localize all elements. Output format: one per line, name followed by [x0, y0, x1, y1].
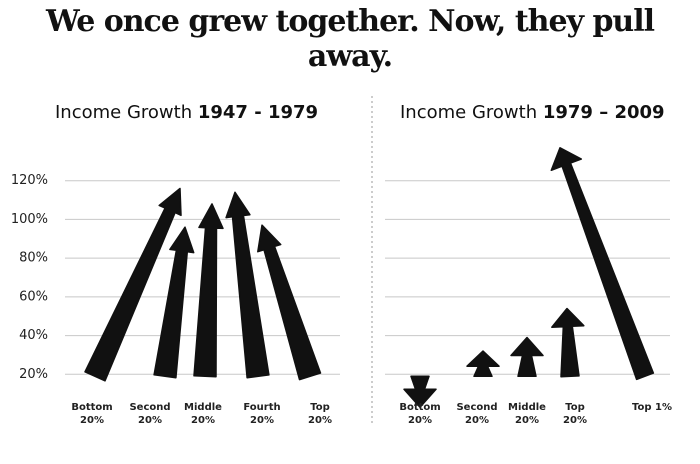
x-tick-label: Fourth 20%: [243, 402, 281, 426]
arrow: [153, 226, 195, 379]
arrow: [193, 203, 224, 378]
x-tick-label: Middle 20%: [184, 402, 222, 426]
panel-period: 1947 - 1979: [198, 102, 318, 123]
x-tick-label: Second 20%: [456, 402, 498, 426]
arrow: [510, 336, 544, 378]
x-tick-label: Top 20%: [563, 402, 587, 426]
panel-title-text: Income Growth: [400, 102, 537, 123]
y-tick-label: 20%: [19, 367, 48, 382]
arrow: [257, 224, 322, 381]
x-tick-label: Second 20%: [129, 402, 171, 426]
x-tick-label: Top 1%: [632, 402, 672, 413]
arrow: [551, 307, 585, 378]
arrow: [84, 187, 182, 382]
arrow: [403, 375, 437, 408]
y-tick-label: 80%: [19, 251, 48, 266]
panel-title: Income Growth 1979 – 2009: [400, 102, 665, 123]
x-tick-label: Bottom 20%: [399, 402, 441, 426]
y-tick-label: 60%: [19, 289, 48, 304]
x-tick-label: Top 20%: [308, 402, 332, 426]
panel-title: Income Growth 1947 - 1979: [55, 102, 318, 123]
arrow: [225, 191, 270, 379]
y-tick-label: 120%: [11, 173, 48, 188]
y-tick-label: 40%: [19, 328, 48, 343]
panel-period: 1979 – 2009: [543, 102, 665, 123]
arrow: [466, 350, 500, 378]
y-tick-label: 100%: [11, 212, 48, 227]
panel-title-text: Income Growth: [55, 102, 192, 123]
x-tick-label: Middle 20%: [508, 402, 546, 426]
arrow: [550, 147, 655, 381]
x-tick-label: Bottom 20%: [71, 402, 113, 426]
headline: We once grew together. Now, they pull aw…: [45, 4, 655, 74]
